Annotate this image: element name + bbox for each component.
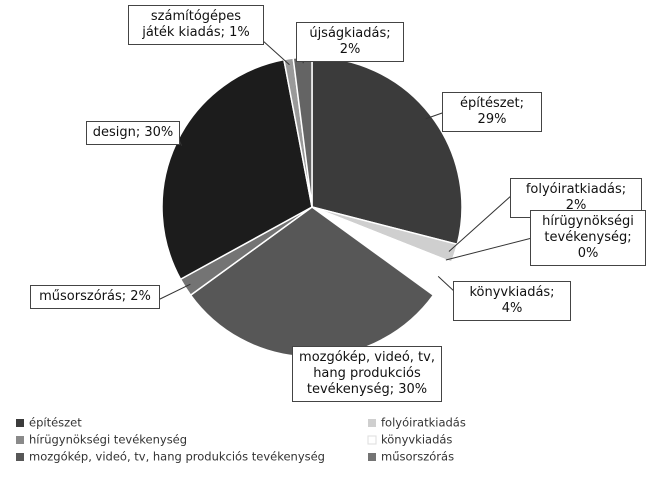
leader-line: [425, 111, 446, 120]
data-label: könyvkiadás; 4%: [453, 281, 571, 321]
leader-line: [448, 194, 513, 252]
data-label: műsorszórás; 2%: [30, 285, 160, 309]
legend-swatch: [368, 419, 376, 427]
data-label: számítógépes játék kiadás; 1%: [128, 5, 264, 45]
data-label: folyóiratkiadás; 2%: [510, 178, 642, 218]
data-label: újságkiadás; 2%: [296, 22, 404, 62]
leader-line: [445, 237, 533, 261]
legend-label: mozgókép, videó, tv, hang produkciós tev…: [29, 450, 325, 464]
legend-swatch: [16, 436, 24, 444]
data-label: hírügynökségi tevékenység; 0%: [530, 210, 646, 266]
legend-swatch: [368, 453, 376, 461]
legend-label: műsorszórás: [381, 450, 454, 464]
data-label: design; 30%: [86, 121, 180, 145]
legend-label: hírügynökségi tevékenység: [29, 433, 187, 447]
legend-label: folyóiratkiadás: [381, 416, 466, 430]
data-label: építészet; 29%: [442, 92, 542, 132]
legend-swatch: [367, 435, 377, 445]
legend-label: építészet: [29, 416, 82, 430]
data-label: mozgókép, videó, tv, hang produkciós tev…: [292, 346, 442, 402]
leader-line: [261, 39, 290, 66]
legend-swatch: [16, 453, 24, 461]
leader-line: [437, 276, 456, 293]
legend-label: könyvkiadás: [381, 433, 452, 447]
legend-swatch: [16, 419, 24, 427]
leader-line: [157, 283, 191, 301]
